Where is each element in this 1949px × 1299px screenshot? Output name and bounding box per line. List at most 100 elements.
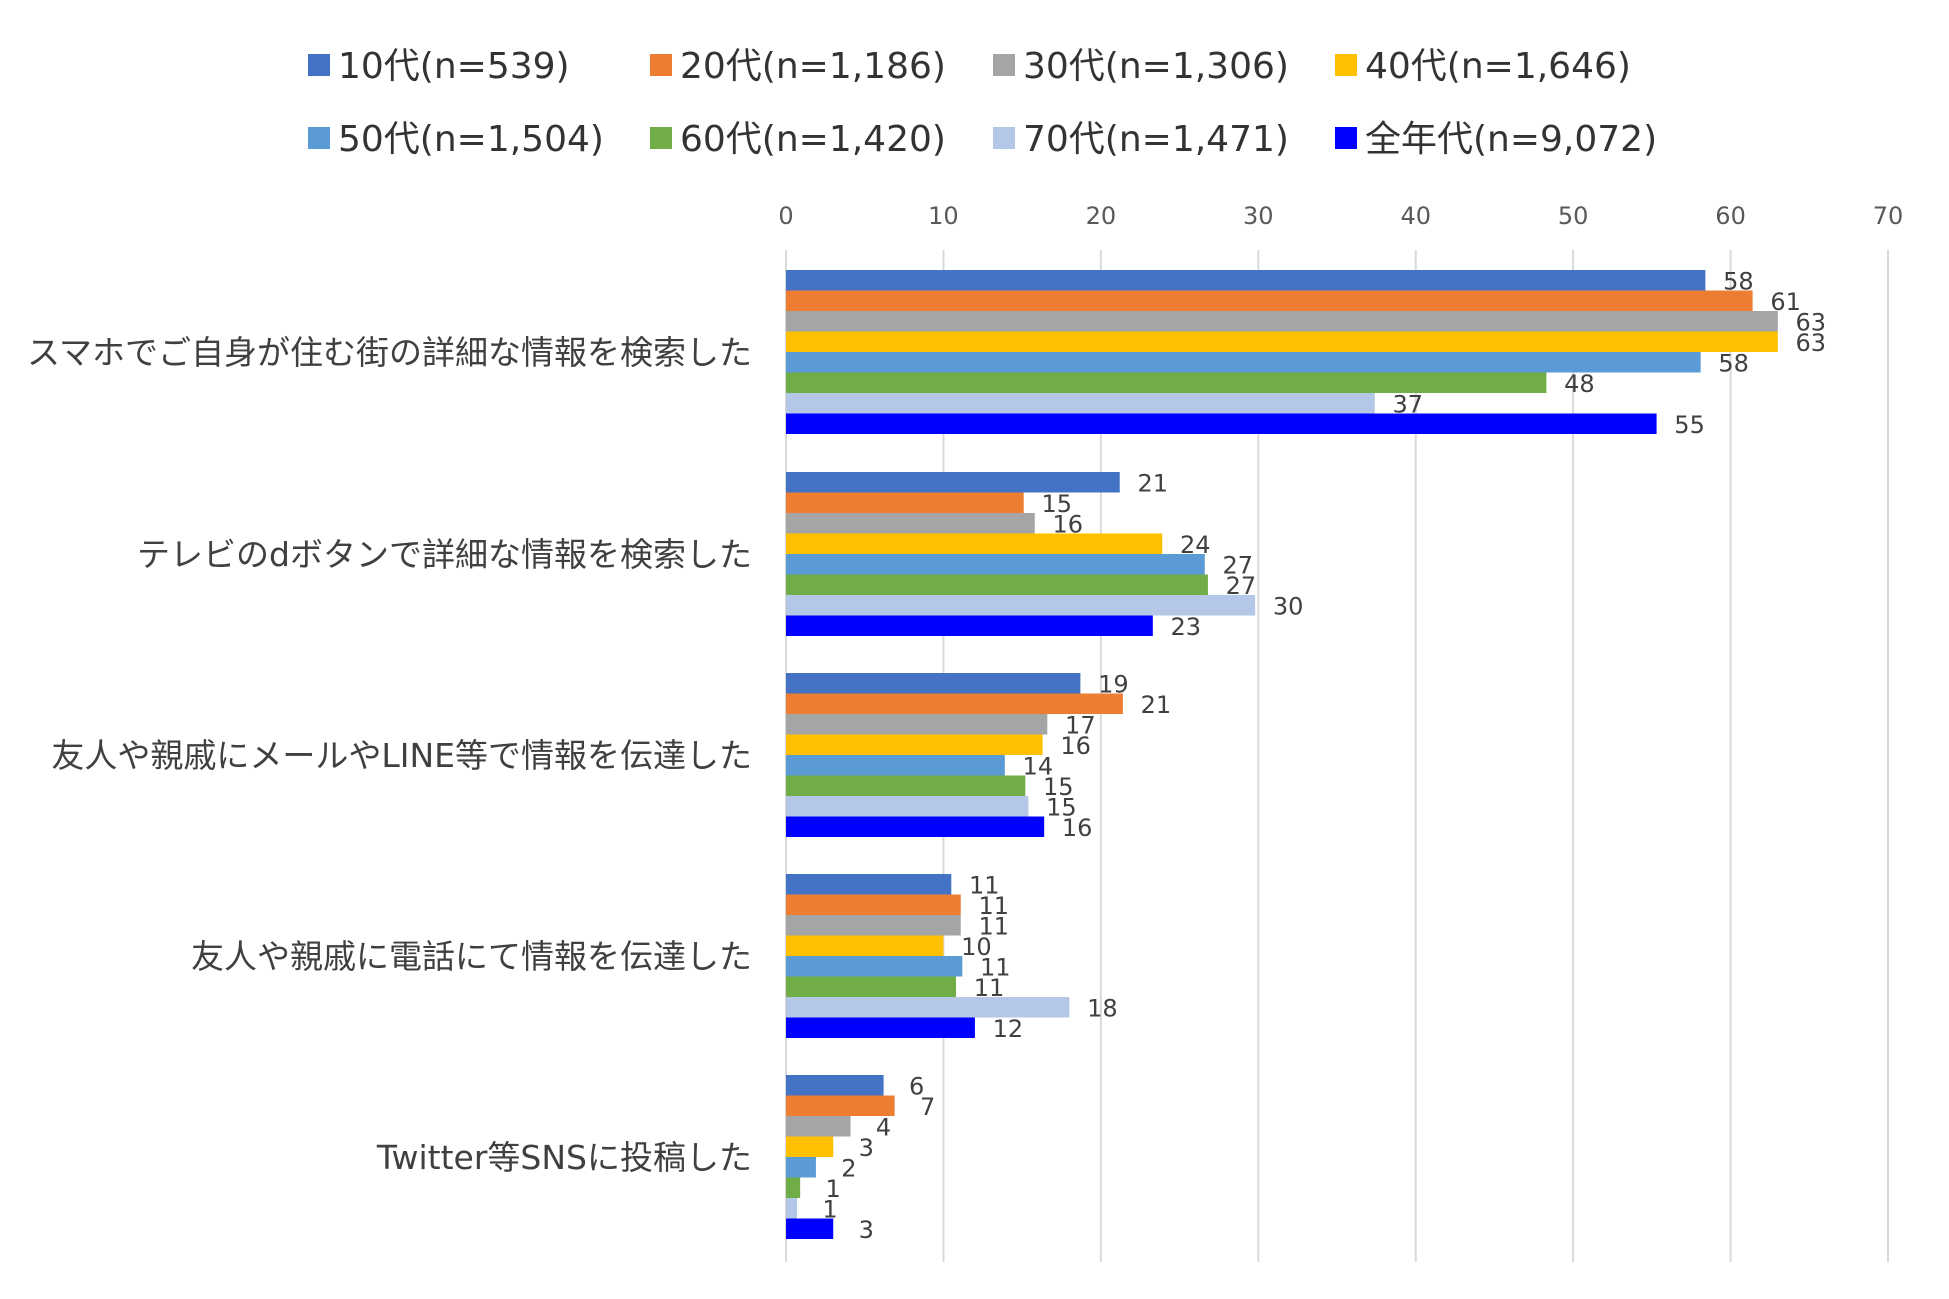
data-label: 19 <box>1098 670 1129 698</box>
bar <box>786 935 944 956</box>
legend-label: 50代(n=1,504) <box>338 119 604 160</box>
data-label: 27 <box>1222 551 1253 579</box>
bars <box>786 270 1778 1239</box>
bar <box>786 956 963 977</box>
data-label: 37 <box>1393 390 1424 418</box>
bar <box>786 1075 884 1096</box>
bar <box>786 734 1043 755</box>
data-label: 63 <box>1796 329 1827 357</box>
legend-swatch <box>993 127 1015 149</box>
x-tick-label: 50 <box>1558 202 1589 230</box>
data-label: 11 <box>974 974 1005 1002</box>
legend-swatch <box>650 127 672 149</box>
data-label: 10 <box>961 933 992 961</box>
bar <box>786 290 1753 311</box>
category-labels: スマホでご自身が住む街の詳細な情報を検索したテレビのdボタンで詳細な情報を検索し… <box>27 333 752 1177</box>
x-tick-label: 60 <box>1715 202 1746 230</box>
category-label: Twitter等SNSに投稿した <box>376 1138 752 1177</box>
bar <box>786 816 1045 837</box>
bar <box>786 352 1701 373</box>
bar <box>786 1177 801 1198</box>
legend-swatch <box>308 127 330 149</box>
bar <box>786 311 1778 332</box>
x-tick-label: 0 <box>778 202 793 230</box>
bar <box>786 1095 895 1116</box>
data-label: 11 <box>969 871 1000 899</box>
data-label: 14 <box>1023 752 1054 780</box>
bar <box>786 755 1005 776</box>
legend-label: 10代(n=539) <box>338 46 570 87</box>
data-label: 30 <box>1273 592 1304 620</box>
legend-swatch <box>993 54 1015 76</box>
category-label: スマホでご自身が住む街の詳細な情報を検索した <box>27 333 752 372</box>
bar <box>786 775 1026 796</box>
data-label: 15 <box>1043 773 1074 801</box>
bar <box>786 1116 851 1137</box>
bar <box>786 574 1208 595</box>
legend-swatch <box>650 54 672 76</box>
data-label: 3 <box>859 1134 874 1162</box>
bar <box>786 413 1657 434</box>
data-label: 11 <box>978 892 1009 920</box>
legend-label: 30代(n=1,306) <box>1023 46 1289 87</box>
data-label: 58 <box>1718 349 1749 377</box>
legend-label: 40代(n=1,646) <box>1365 46 1631 87</box>
bar <box>786 997 1070 1018</box>
data-label: 17 <box>1065 711 1096 739</box>
bar <box>786 874 952 895</box>
data-label: 21 <box>1141 691 1172 719</box>
bar <box>786 472 1120 493</box>
bar <box>786 693 1123 714</box>
data-label: 24 <box>1180 531 1211 559</box>
legend-swatch <box>1335 127 1357 149</box>
bar <box>786 533 1163 554</box>
data-label: 11 <box>978 912 1009 940</box>
data-label: 18 <box>1087 994 1118 1022</box>
data-label: 16 <box>1052 510 1083 538</box>
legend-label: 70代(n=1,471) <box>1023 119 1289 160</box>
bar <box>786 1198 798 1219</box>
data-label: 7 <box>920 1093 935 1121</box>
data-label: 4 <box>876 1113 891 1141</box>
legend-swatch <box>1335 54 1357 76</box>
bar <box>786 554 1205 575</box>
legend: 10代(n=539) 20代(n=1,186) 30代(n=1,306) 40代(n=… <box>308 46 1657 160</box>
data-label: 55 <box>1674 411 1705 439</box>
legend-label: 20代(n=1,186) <box>680 46 946 87</box>
data-label: 48 <box>1564 370 1595 398</box>
data-label: 15 <box>1041 490 1072 518</box>
bar <box>786 372 1547 393</box>
data-label: 3 <box>859 1216 874 1244</box>
data-label: 21 <box>1137 469 1168 497</box>
data-label: 1 <box>826 1175 841 1203</box>
data-label: 15 <box>1046 793 1077 821</box>
bar <box>786 513 1035 534</box>
bar <box>786 976 957 997</box>
data-label: 1 <box>822 1195 837 1223</box>
bar <box>786 714 1048 735</box>
data-label: 11 <box>980 953 1011 981</box>
category-label: テレビのdボタンで詳細な情報を検索した <box>137 535 752 574</box>
data-label: 16 <box>1062 814 1093 842</box>
bar <box>786 915 961 936</box>
category-label: 友人や親戚に電話にて情報を伝達した <box>191 937 752 976</box>
x-tick-label: 40 <box>1400 202 1431 230</box>
data-label: 23 <box>1171 613 1202 641</box>
data-label: 61 <box>1770 288 1801 316</box>
bar <box>786 796 1029 817</box>
data-label: 6 <box>909 1072 924 1100</box>
legend-label: 60代(n=1,420) <box>680 119 946 160</box>
bar <box>786 1136 834 1157</box>
bar <box>786 615 1153 636</box>
x-tick-label: 10 <box>928 202 959 230</box>
bar <box>786 1218 834 1239</box>
bar <box>786 492 1024 513</box>
data-label: 58 <box>1723 267 1754 295</box>
bar <box>786 331 1778 352</box>
legend-swatch <box>308 54 330 76</box>
legend-label: 全年代(n=9,072) <box>1365 119 1657 160</box>
bar <box>786 673 1081 694</box>
data-label: 2 <box>841 1154 856 1182</box>
bar <box>786 393 1375 414</box>
